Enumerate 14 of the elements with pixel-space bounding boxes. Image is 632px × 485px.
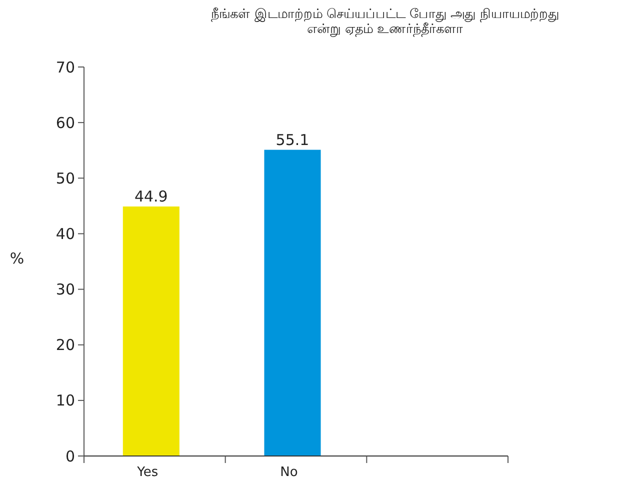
y-tick-label: 40 [56,224,75,243]
y-tick-label: 70 [56,58,75,76]
y-axis-title: % [10,250,24,268]
x-tick-label: Yes [136,465,158,480]
y-tick-label: 60 [56,114,75,132]
data-label: 55.1 [276,130,310,149]
y-tick-label: 20 [56,336,75,354]
data-label: 44.9 [134,187,168,206]
y-tick-label: 10 [56,392,75,410]
y-tick-label: 50 [56,169,75,188]
y-tick-label: 0 [65,447,75,466]
x-tick-label: No [280,465,298,480]
y-tick-label: 30 [56,280,75,299]
chart-title: நீங்கள் இடமாற்றம் செய்யப்பட்ட போது அது நியாயமற்றது என்று ஏதம் உணர்ந்தீர்களா [211,7,559,37]
